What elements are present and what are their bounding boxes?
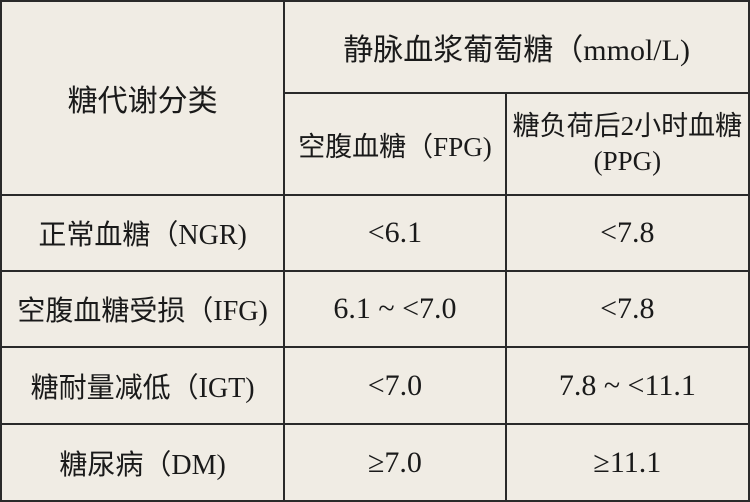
cell-dm-ppg: ≥11.1 [506, 424, 749, 501]
header-main: 静脉血浆葡萄糖（mmol/L) [284, 1, 749, 93]
row-label-dm: 糖尿病（DM) [1, 424, 284, 501]
header-row-1: 糖代谢分类 静脉血浆葡萄糖（mmol/L) [1, 1, 749, 93]
row-label-ifg: 空腹血糖受损（IFG) [1, 271, 284, 347]
cell-ngr-ppg: <7.8 [506, 195, 749, 271]
table-row: 正常血糖（NGR) <6.1 <7.8 [1, 195, 749, 271]
header-ppg-line1: 糖负荷后2小时血糖 [511, 109, 744, 144]
cell-dm-fpg: ≥7.0 [284, 424, 505, 501]
table-row: 糖尿病（DM) ≥7.0 ≥11.1 [1, 424, 749, 501]
table-row: 糖耐量减低（IGT) <7.0 7.8 ~ <11.1 [1, 347, 749, 424]
header-fpg: 空腹血糖（FPG) [284, 93, 505, 195]
row-label-igt: 糖耐量减低（IGT) [1, 347, 284, 424]
header-ppg: 糖负荷后2小时血糖 (PPG) [506, 93, 749, 195]
cell-ngr-fpg: <6.1 [284, 195, 505, 271]
cell-ifg-ppg: <7.8 [506, 271, 749, 347]
cell-igt-ppg: 7.8 ~ <11.1 [506, 347, 749, 424]
table-row: 空腹血糖受损（IFG) 6.1 ~ <7.0 <7.8 [1, 271, 749, 347]
header-category: 糖代谢分类 [1, 1, 284, 195]
cell-ifg-fpg: 6.1 ~ <7.0 [284, 271, 505, 347]
glucose-metabolism-table: 糖代谢分类 静脉血浆葡萄糖（mmol/L) 空腹血糖（FPG) 糖负荷后2小时血… [0, 0, 750, 502]
cell-igt-fpg: <7.0 [284, 347, 505, 424]
header-ppg-line2: (PPG) [511, 144, 744, 179]
row-label-ngr: 正常血糖（NGR) [1, 195, 284, 271]
